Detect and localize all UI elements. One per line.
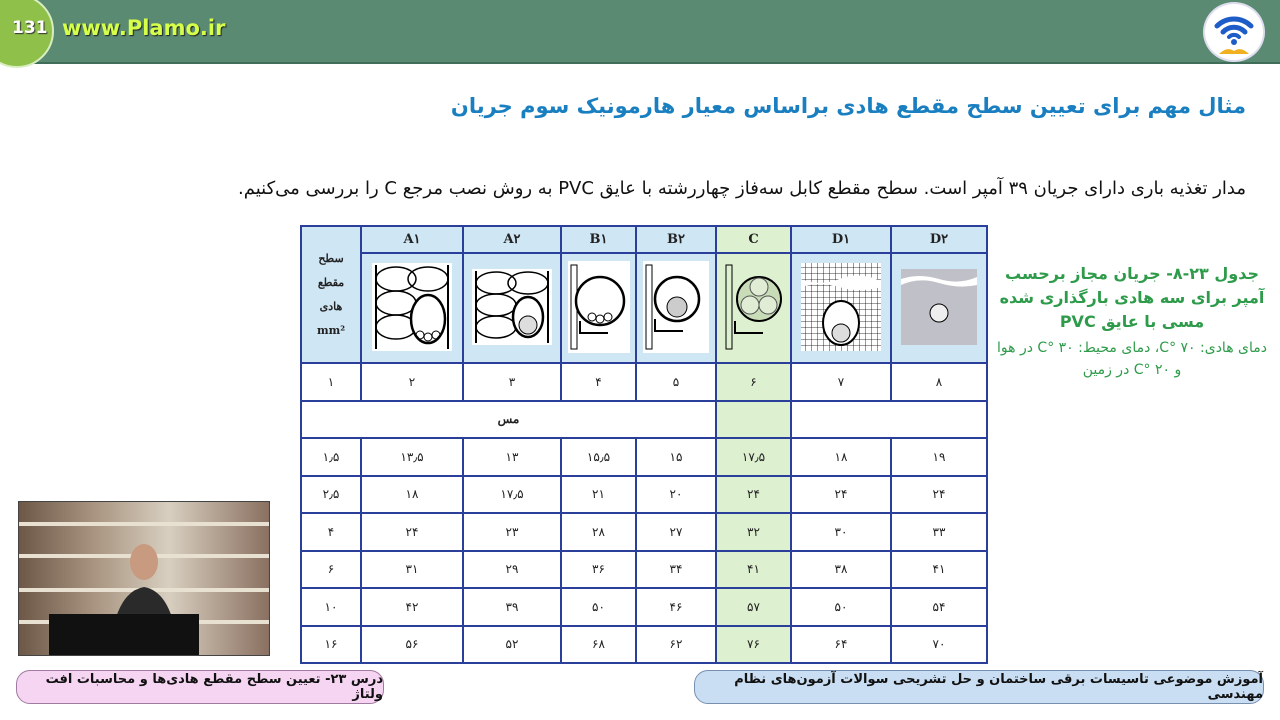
table-row: ۱۰ ۴۲ ۳۹ ۵۰ ۴۶ ۵۷ ۵۰ ۵۴ (300, 587, 988, 627)
column-number: ۷ (790, 362, 892, 402)
header-line: مقطع (317, 275, 345, 289)
table-cell: ۲۴ (890, 474, 988, 514)
table-cell: ۲۹ (462, 549, 562, 589)
lesson-title-pill: درس ۲۳- تعیین سطح مقطع هادی‌ها و محاسبات… (16, 670, 384, 704)
installation-diagram-d2 (890, 252, 988, 364)
installation-diagram-a1 (360, 252, 464, 364)
table-cell: ۷۰ (890, 624, 988, 664)
wifi-book-logo-icon (1203, 2, 1265, 62)
table-cell: ۶۲ (635, 624, 717, 664)
table-cell: ۵۶ (360, 624, 464, 664)
column-number: ۱ (300, 362, 362, 402)
method-header: B۱ (560, 225, 637, 254)
table-cell: ۲۷ (635, 512, 717, 552)
table-cell: ۱۸ (360, 474, 464, 514)
ampacity-table: سطح مقطع هادی mm² A۱ A۲ B۱ B۲ C D۱ D۲ ۱ … (300, 225, 988, 664)
column-number: ۵ (635, 362, 717, 402)
table-cell: ۲۴ (790, 474, 892, 514)
laptop (49, 614, 199, 655)
table-cell: ۱۸ (790, 437, 892, 477)
table-row: ۶ ۳۱ ۲۹ ۳۶ ۳۴ ۴۱ ۳۸ ۴۱ (300, 549, 988, 589)
table-cell: ۳۸ (790, 549, 892, 589)
table-cell: ۱۵ (635, 437, 717, 477)
table-cell: ۱٫۵ (300, 437, 362, 477)
table-cell: ۷۶ (715, 624, 792, 664)
table-cell: ۳۰ (790, 512, 892, 552)
table-cell: ۱۳٫۵ (360, 437, 464, 477)
table-row: ۴ ۲۴ ۲۳ ۲۸ ۲۷ ۳۲ ۳۰ ۳۳ (300, 512, 988, 552)
material-cell (790, 399, 988, 439)
table-cell: ۳۴ (635, 549, 717, 589)
table-cell: ۱۷٫۵ (715, 437, 792, 477)
table-cell: ۳۶ (560, 549, 637, 589)
table-row: ۲٫۵ ۱۸ ۱۷٫۵ ۲۱ ۲۰ ۲۴ ۲۴ ۲۴ (300, 474, 988, 514)
table-cell: ۲۳ (462, 512, 562, 552)
table-cell: ۴۶ (635, 587, 717, 627)
problem-statement: مدار تغذیه باری دارای جریان ۳۹ آمپر است.… (238, 178, 1246, 199)
method-header: D۱ (790, 225, 892, 254)
table-cell: ۵۷ (715, 587, 792, 627)
table-cell: ۳۲ (715, 512, 792, 552)
caption-title: جدول ۲۳-۸- جریان مجاز برحسب آمپر برای سه… (999, 264, 1265, 331)
installation-diagram-b2 (635, 252, 717, 364)
table-caption: جدول ۲۳-۸- جریان مجاز برحسب آمپر برای سه… (992, 262, 1272, 381)
installation-diagram-c (715, 252, 792, 364)
table-cell: ۳۹ (462, 587, 562, 627)
method-header: A۱ (360, 225, 464, 254)
material-cell (715, 399, 792, 439)
table-cell: ۳۳ (890, 512, 988, 552)
table-cell: ۲۸ (560, 512, 637, 552)
table-cell: ۲۴ (715, 474, 792, 514)
table-cell: ۴۱ (715, 549, 792, 589)
table-row: ۱۶ ۵۶ ۵۲ ۶۸ ۶۲ ۷۶ ۶۴ ۷۰ (300, 624, 988, 664)
column-number: ۸ (890, 362, 988, 402)
method-header: D۲ (890, 225, 988, 254)
top-bar: 131 www.Plamo.ir (0, 0, 1280, 68)
table-cell: ۱۳ (462, 437, 562, 477)
table-cell: ۵۰ (560, 587, 637, 627)
table-cell: ۲۱ (560, 474, 637, 514)
page-number-badge: 131 (0, 0, 54, 68)
site-url: www.Plamo.ir (62, 16, 226, 40)
table-cell: ۳۱ (360, 549, 464, 589)
table-cell: ۶۸ (560, 624, 637, 664)
table-cell: ۱۰ (300, 587, 362, 627)
column-number: ۴ (560, 362, 637, 402)
table-cell: ۵۲ (462, 624, 562, 664)
material-label: مس (300, 399, 717, 439)
method-header: A۲ (462, 225, 562, 254)
table-cell: ۱۵٫۵ (560, 437, 637, 477)
installation-diagram-d1 (790, 252, 892, 364)
caption-subtitle: دمای هادی: ۷۰ °C، دمای محیط: ۳۰ °C در هو… (997, 340, 1267, 378)
table-cell: ۲٫۵ (300, 474, 362, 514)
table-cell: ۱۷٫۵ (462, 474, 562, 514)
instructor-video[interactable] (18, 501, 270, 656)
header-line: mm² (316, 323, 346, 337)
cross-section-header: سطح مقطع هادی mm² (300, 225, 362, 364)
table-cell: ۴۲ (360, 587, 464, 627)
table-cell: ۴۱ (890, 549, 988, 589)
column-number: ۳ (462, 362, 562, 402)
page-title: مثال مهم برای تعیین سطح مقطع هادی براساس… (450, 94, 1246, 118)
header-line: هادی (319, 299, 343, 313)
table-cell: ۵۰ (790, 587, 892, 627)
column-number: ۶ (715, 362, 792, 402)
table-row: ۱٫۵ ۱۳٫۵ ۱۳ ۱۵٫۵ ۱۵ ۱۷٫۵ ۱۸ ۱۹ (300, 437, 988, 477)
installation-diagram-b1 (560, 252, 637, 364)
table-cell: ۲۰ (635, 474, 717, 514)
installation-diagram-a2 (462, 252, 562, 364)
table-cell: ۲۴ (360, 512, 464, 552)
table-cell: ۶ (300, 549, 362, 589)
column-number: ۲ (360, 362, 464, 402)
table-cell: ۴ (300, 512, 362, 552)
method-header: B۲ (635, 225, 717, 254)
table-cell: ۱۶ (300, 624, 362, 664)
method-header: C (715, 225, 792, 254)
table-cell: ۵۴ (890, 587, 988, 627)
header-line: سطح (318, 251, 344, 265)
table-cell: ۱۹ (890, 437, 988, 477)
table-cell: ۶۴ (790, 624, 892, 664)
course-title-pill: آموزش موضوعی تاسیسات برقی ساختمان و حل ت… (694, 670, 1264, 704)
